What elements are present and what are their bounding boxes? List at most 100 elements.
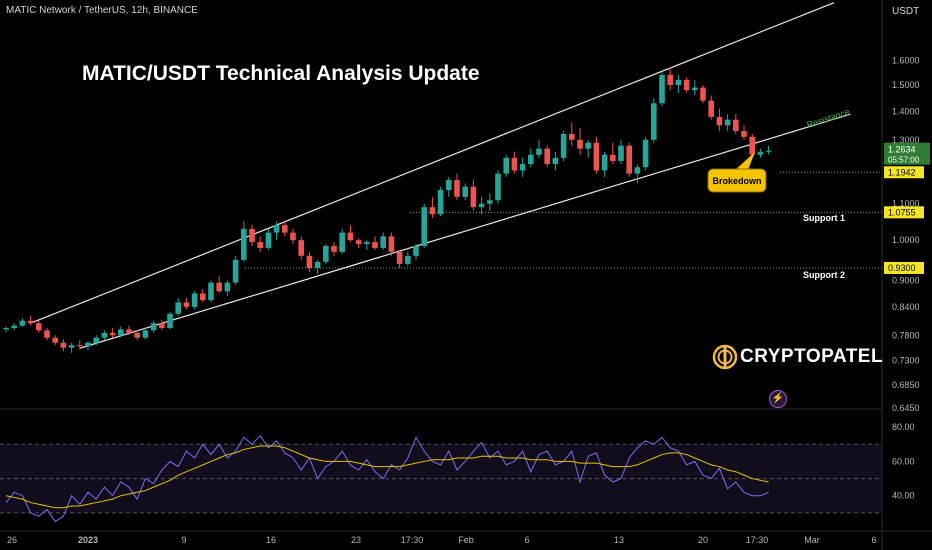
candle-body — [642, 139, 649, 168]
candle-body — [634, 167, 641, 174]
candle-body — [175, 302, 181, 314]
candle-body — [109, 332, 116, 336]
candle-body — [405, 255, 411, 264]
candle-body — [757, 151, 764, 155]
level-badge-c — [884, 261, 924, 274]
price-tick-label: 1.4000 — [892, 106, 920, 116]
rsi-ma-line — [5, 445, 769, 509]
candle-body — [396, 251, 403, 264]
channel-upper-line — [30, 2, 835, 324]
candle-body — [716, 116, 723, 126]
candle-body — [659, 74, 665, 104]
breakdown-pointer — [735, 152, 755, 170]
candle-body — [134, 332, 140, 338]
candle-body — [44, 330, 50, 338]
candle-body — [257, 242, 263, 248]
rsi-tick-label: 60.00 — [892, 456, 915, 466]
candle-body — [536, 148, 542, 155]
candle-body — [142, 330, 149, 338]
rsi-tick-label: 80.00 — [892, 422, 915, 432]
candle-body — [323, 245, 329, 262]
price-tick-label: 0.7800 — [892, 330, 920, 340]
candle-body — [724, 119, 731, 126]
level-badge-a — [884, 166, 924, 179]
candle-body — [208, 282, 214, 301]
time-tick-label: 20 — [698, 535, 708, 545]
time-tick-label: 17:30 — [746, 535, 769, 545]
candle-body — [462, 186, 468, 197]
price-tick-label: 1.5000 — [892, 80, 920, 90]
candle-body — [298, 240, 304, 256]
price-tick-label: 0.7300 — [892, 356, 920, 366]
time-tick-label: 2023 — [78, 535, 98, 545]
time-tick-label: 13 — [614, 535, 624, 545]
candle-body — [93, 337, 99, 343]
breakdown-bubble — [707, 168, 767, 193]
candle-body — [749, 136, 755, 155]
candle-body — [651, 103, 657, 140]
time-tick-label: 9 — [181, 535, 186, 545]
candle-body — [77, 345, 83, 347]
level-badge-a-text: 1.1942 — [888, 167, 916, 177]
candle-body — [101, 332, 108, 338]
support2-label: Support 2 — [803, 270, 845, 280]
candle-body — [150, 323, 157, 331]
resistance-label: Resistance — [806, 107, 851, 130]
candle-body — [265, 232, 272, 248]
candle-body — [733, 119, 739, 132]
candle-body — [3, 327, 9, 330]
level-badge-c-text: 0.9300 — [888, 263, 916, 273]
candle-body — [618, 145, 624, 161]
time-tick-label: 6 — [871, 535, 876, 545]
candle-body — [675, 79, 682, 85]
candle-body — [487, 200, 493, 204]
time-tick-label: 17:30 — [401, 535, 424, 545]
support1-label: Support 1 — [803, 213, 845, 223]
candle-body — [601, 154, 608, 171]
candle-body — [478, 203, 485, 208]
candle-body — [503, 157, 509, 174]
candle-body — [306, 255, 313, 268]
candle-body — [167, 313, 173, 328]
coin-icon — [712, 344, 738, 370]
price-tick-label: 0.6850 — [892, 380, 920, 390]
candle-body — [380, 236, 386, 248]
breakdown-label: Brokedown — [712, 176, 761, 186]
time-tick-label: 16 — [266, 535, 276, 545]
candle-body — [552, 157, 559, 165]
candle-body — [331, 245, 337, 252]
level-badge-b — [884, 206, 924, 219]
candle-body — [232, 259, 239, 283]
countdown-value: 05:57:00 — [888, 156, 920, 165]
candle-body — [511, 157, 518, 171]
candle-body — [413, 245, 419, 256]
price-tick-label: 1.6000 — [892, 55, 920, 65]
brand-logo: CRYPTOPATEL — [712, 344, 883, 370]
candle-body — [454, 180, 460, 197]
candle-body — [741, 131, 747, 137]
candle-body — [388, 236, 395, 252]
currency-label: USDT — [892, 6, 919, 17]
candle-body — [708, 100, 714, 117]
candle-body — [249, 228, 255, 243]
time-tick-label: 23 — [351, 535, 361, 545]
candle-body — [290, 232, 296, 241]
candle-body — [626, 145, 632, 174]
candle-body — [519, 164, 526, 171]
candle-body — [183, 302, 190, 307]
candle-body — [610, 154, 616, 161]
candle-body — [585, 142, 591, 149]
price-tick-label: 0.8400 — [892, 302, 920, 312]
rsi-tick-label: 40.00 — [892, 491, 915, 501]
symbol-header: MATIC Network / TetherUS, 12h, BINANCE — [6, 5, 198, 16]
candle-body — [700, 87, 706, 101]
candle-body — [60, 342, 67, 348]
candle-body — [364, 242, 370, 245]
candle-body — [429, 207, 436, 215]
candle-body — [692, 87, 698, 91]
time-tick-label: Feb — [458, 535, 474, 545]
price-tick-label: 0.9000 — [892, 275, 920, 285]
time-tick-label: 6 — [524, 535, 529, 545]
lightning-icon[interactable]: ⚡ — [769, 390, 787, 408]
